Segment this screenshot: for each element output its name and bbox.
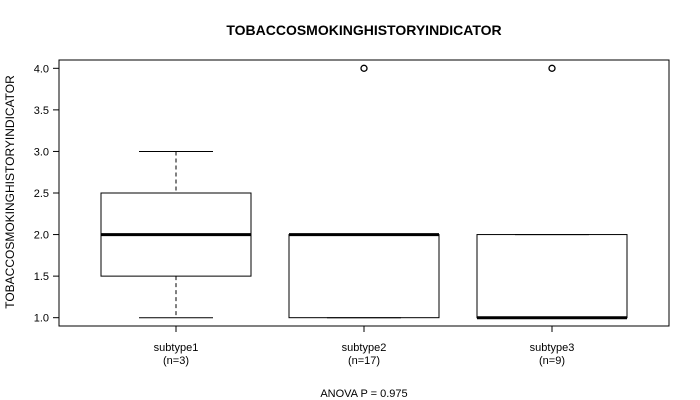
y-tick-label: 1.5 <box>34 271 49 283</box>
category-count: (n=3) <box>163 355 189 367</box>
category-label: subtype1 <box>154 342 199 354</box>
anova-footer: ANOVA P = 0.975 <box>320 388 407 400</box>
iqr-box <box>476 234 628 319</box>
y-axis-label: TOBACCOSMOKINGHISTORYINDICATOR <box>3 75 17 309</box>
y-tick-label: 2.0 <box>34 230 49 242</box>
boxes <box>100 64 628 320</box>
category-labels: subtype1(n=3) subtype2(n=17) subtype3(n=9) <box>154 325 575 367</box>
chart-title: TOBACCOSMOKINGHISTORYINDICATOR <box>226 22 501 38</box>
category-label: subtype2 <box>342 342 387 354</box>
box-subtype3 <box>476 64 628 320</box>
iqr-box <box>288 234 440 319</box>
y-tick-label: 3.5 <box>34 105 49 117</box>
category-count: (n=17) <box>348 355 380 367</box>
y-tick-label: 2.5 <box>34 188 49 200</box>
y-tick-label: 1.0 <box>34 313 49 325</box>
category-count: (n=9) <box>539 355 565 367</box>
outlier-point <box>548 64 556 72</box>
box-subtype2 <box>288 64 440 319</box>
box-subtype1 <box>100 150 252 319</box>
y-tick-label: 3.0 <box>34 146 49 158</box>
y-tick-label: 4.0 <box>34 63 49 75</box>
category-label: subtype3 <box>530 342 575 354</box>
y-axis: 1.0 1.5 2.0 2.5 3.0 3.5 4.0 <box>34 63 60 325</box>
outlier-point <box>360 64 368 72</box>
